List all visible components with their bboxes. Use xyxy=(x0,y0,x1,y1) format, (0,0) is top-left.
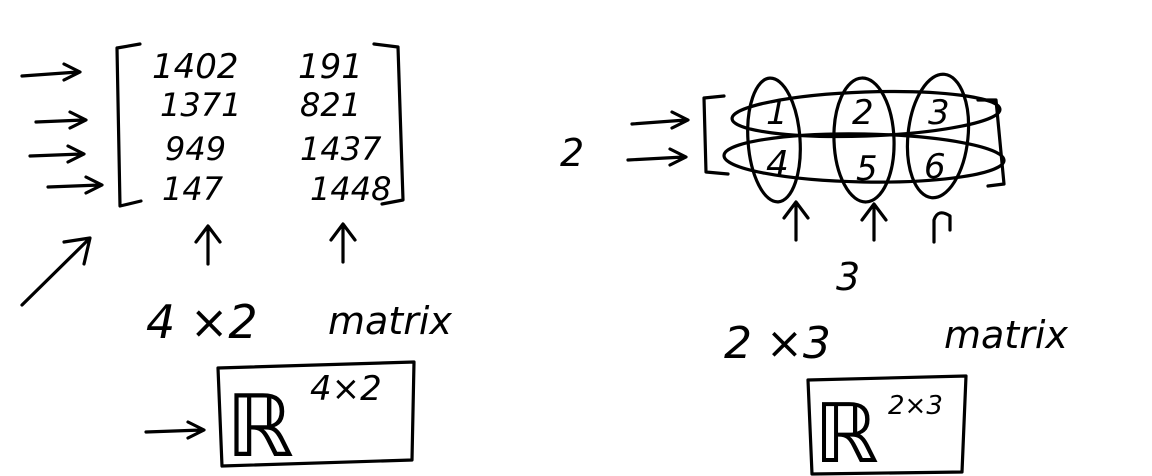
left-matrix-open-bracket xyxy=(115,42,143,208)
col-ellipse-3 xyxy=(905,72,971,200)
right-space-notation: ℝ 2×3 xyxy=(806,374,968,476)
right-matrix: 1 2 3 4 5 6 xyxy=(702,72,1006,204)
row-ellipse-1 xyxy=(730,89,1002,139)
column-arrow-icon xyxy=(194,224,222,266)
row-arrow-icon xyxy=(46,175,104,195)
column-arrow-icon xyxy=(932,211,952,244)
column-arrow-icon xyxy=(860,202,888,242)
row-arrow-icon xyxy=(630,110,690,130)
right-matrix-cell: 4 xyxy=(766,144,789,185)
left-space-notation: ℝ 4×2 xyxy=(144,360,416,476)
col-ellipse-2 xyxy=(832,76,896,204)
row-arrow-icon xyxy=(626,147,688,167)
left-space-exponent: 4×2 xyxy=(310,369,382,409)
right-matrix-open-bracket xyxy=(702,94,730,176)
row-ellipse-2 xyxy=(722,132,1006,184)
left-column-arrows xyxy=(194,222,357,266)
right-matrix-cell: 3 xyxy=(928,93,950,133)
left-matrix-cell: 1448 xyxy=(310,170,391,208)
left-matrix-cell: 949 xyxy=(165,130,226,168)
left-matrix-close-bracket xyxy=(372,42,405,206)
pointer-arrow-icon xyxy=(144,420,206,440)
left-matrix-cell: 1371 xyxy=(160,86,241,124)
right-space-base: ℝ xyxy=(814,387,879,476)
left-space-box xyxy=(216,360,416,468)
left-caption-dims: 4 ×2 xyxy=(146,295,258,349)
right-row-arrows xyxy=(626,110,690,167)
right-matrix-cell: 6 xyxy=(924,147,946,187)
right-matrix-cell: 1 xyxy=(766,93,788,133)
left-matrix-cell: 191 xyxy=(298,47,363,87)
row-arrow-icon xyxy=(28,144,86,164)
col-ellipse-1 xyxy=(746,76,802,204)
right-space-box xyxy=(806,374,968,476)
right-space-exponent: 2×3 xyxy=(888,391,943,421)
row-arrow-icon xyxy=(34,110,88,130)
right-caption-dims: 2 ×3 xyxy=(724,318,831,369)
right-matrix-cell: 2 xyxy=(852,93,874,133)
diagonal-arrow-icon xyxy=(20,236,92,307)
column-arrow-icon xyxy=(782,200,810,242)
left-caption-word: matrix xyxy=(328,299,452,343)
left-row-arrows xyxy=(20,62,104,307)
left-matrix: 1402 191 1371 821 949 1437 147 1448 xyxy=(115,42,405,208)
left-space-base: ℝ xyxy=(226,377,294,476)
left-matrix-cell: 147 xyxy=(162,170,224,208)
column-arrow-icon xyxy=(329,222,357,264)
left-matrix-cell: 1437 xyxy=(300,130,382,168)
right-matrix-cell: 5 xyxy=(856,149,878,189)
right-column-arrows xyxy=(782,200,952,244)
left-matrix-cell: 1402 xyxy=(152,47,239,87)
right-caption-word: matrix xyxy=(944,313,1068,357)
row-arrow-icon xyxy=(20,62,82,82)
right-column-count: 3 xyxy=(836,255,860,299)
right-row-count: 2 xyxy=(560,131,584,175)
left-matrix-cell: 821 xyxy=(300,86,361,124)
